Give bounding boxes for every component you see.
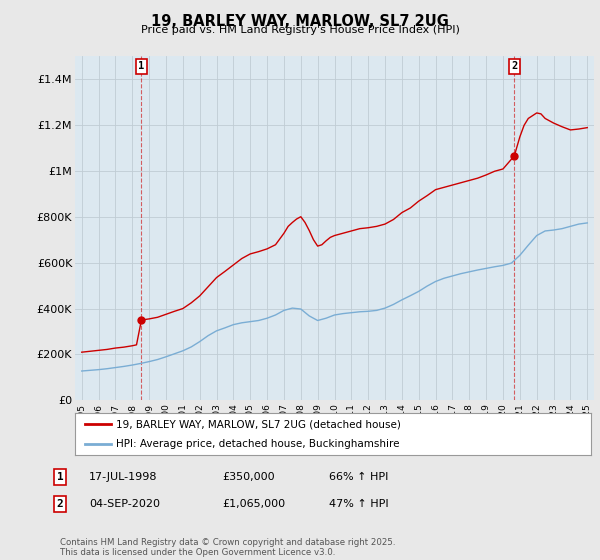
Text: Price paid vs. HM Land Registry's House Price Index (HPI): Price paid vs. HM Land Registry's House …	[140, 25, 460, 35]
Text: 2: 2	[56, 499, 64, 509]
Text: Contains HM Land Registry data © Crown copyright and database right 2025.
This d: Contains HM Land Registry data © Crown c…	[60, 538, 395, 557]
Text: 17-JUL-1998: 17-JUL-1998	[89, 472, 157, 482]
Text: HPI: Average price, detached house, Buckinghamshire: HPI: Average price, detached house, Buck…	[116, 439, 400, 449]
Text: 47% ↑ HPI: 47% ↑ HPI	[329, 499, 388, 509]
Text: 19, BARLEY WAY, MARLOW, SL7 2UG: 19, BARLEY WAY, MARLOW, SL7 2UG	[151, 14, 449, 29]
Text: 1: 1	[138, 61, 145, 71]
Text: 1: 1	[56, 472, 64, 482]
Text: 2: 2	[511, 61, 517, 71]
Text: 66% ↑ HPI: 66% ↑ HPI	[329, 472, 388, 482]
Text: 04-SEP-2020: 04-SEP-2020	[89, 499, 160, 509]
Text: £1,065,000: £1,065,000	[222, 499, 285, 509]
Text: £350,000: £350,000	[222, 472, 275, 482]
Text: 19, BARLEY WAY, MARLOW, SL7 2UG (detached house): 19, BARLEY WAY, MARLOW, SL7 2UG (detache…	[116, 419, 401, 430]
